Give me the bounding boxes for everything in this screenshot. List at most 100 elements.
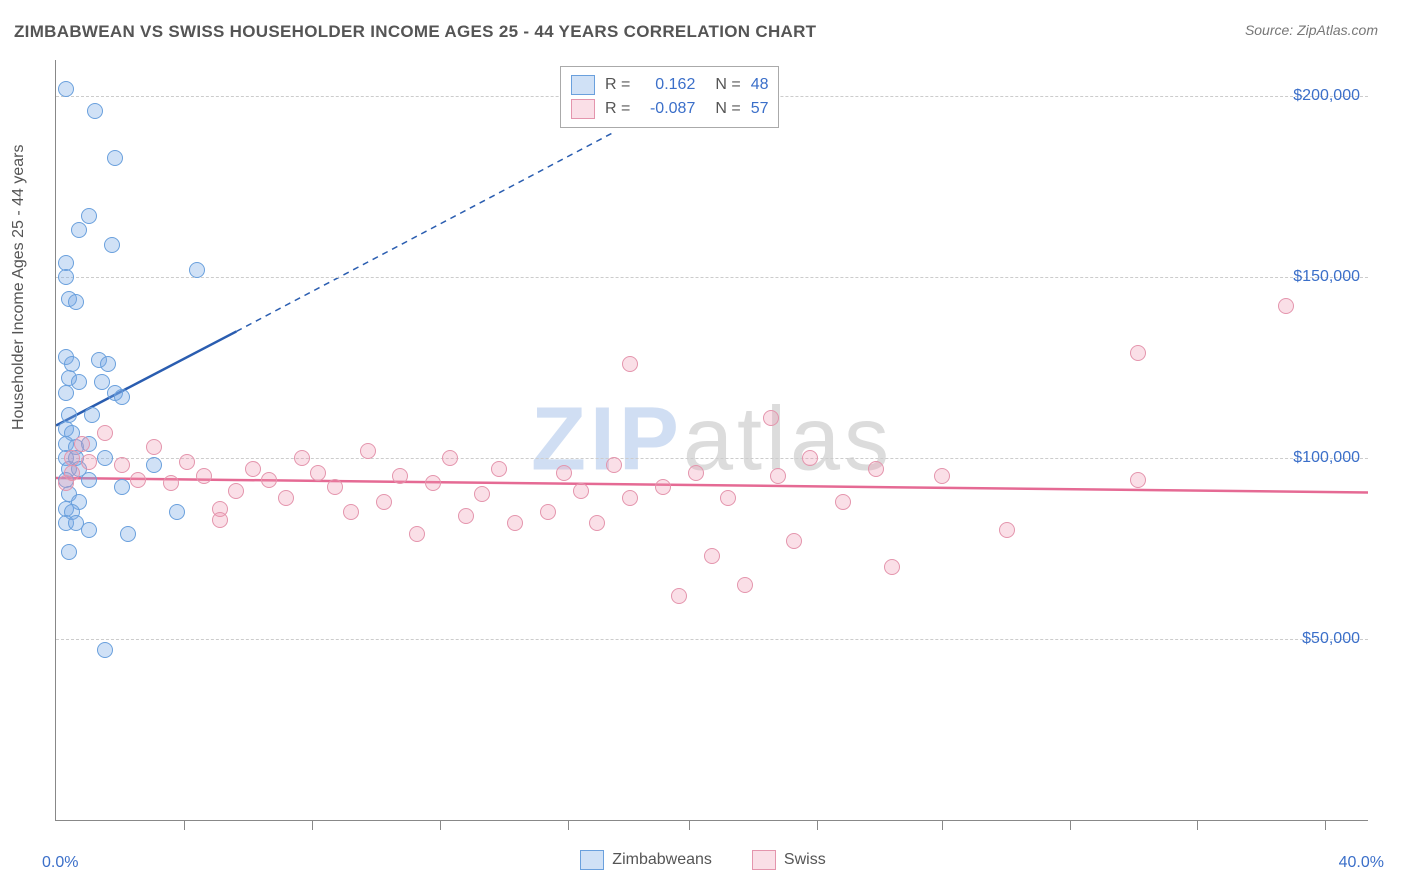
data-point	[392, 468, 408, 484]
data-point	[61, 407, 77, 423]
data-point	[100, 356, 116, 372]
data-point	[58, 81, 74, 97]
bottom-legend-label: Swiss	[784, 851, 826, 869]
gridline	[56, 277, 1368, 278]
data-point	[81, 472, 97, 488]
data-point	[114, 479, 130, 495]
x-axis-max-label: 40.0%	[1339, 854, 1384, 872]
data-point	[71, 222, 87, 238]
data-point	[245, 461, 261, 477]
data-point	[58, 385, 74, 401]
data-point	[376, 494, 392, 510]
data-point	[169, 504, 185, 520]
data-point	[622, 490, 638, 506]
data-point	[68, 294, 84, 310]
x-tick	[440, 820, 441, 830]
data-point	[507, 515, 523, 531]
data-point	[196, 468, 212, 484]
legend-swatch	[571, 99, 595, 119]
data-point	[114, 389, 130, 405]
data-point	[655, 479, 671, 495]
data-point	[81, 208, 97, 224]
data-point	[212, 512, 228, 528]
data-point	[786, 533, 802, 549]
data-point	[104, 237, 120, 253]
data-point	[97, 450, 113, 466]
data-point	[835, 494, 851, 510]
plot-area: ZIPatlas $50,000$100,000$150,000$200,000	[55, 60, 1368, 821]
y-axis-title: Householder Income Ages 25 - 44 years	[10, 145, 28, 431]
x-tick	[1197, 820, 1198, 830]
data-point	[770, 468, 786, 484]
data-point	[589, 515, 605, 531]
gridline	[56, 639, 1368, 640]
legend-row: R =0.162N =48	[571, 73, 768, 97]
x-tick	[1070, 820, 1071, 830]
legend-n-value: 57	[751, 100, 769, 118]
data-point	[58, 475, 74, 491]
data-point	[327, 479, 343, 495]
data-point	[81, 522, 97, 538]
data-point	[688, 465, 704, 481]
data-point	[409, 526, 425, 542]
y-tick-label: $100,000	[1293, 449, 1360, 467]
data-point	[97, 642, 113, 658]
data-point	[573, 483, 589, 499]
y-tick-label: $200,000	[1293, 87, 1360, 105]
data-point	[474, 486, 490, 502]
data-point	[934, 468, 950, 484]
data-point	[130, 472, 146, 488]
data-point	[622, 356, 638, 372]
data-point	[425, 475, 441, 491]
data-point	[146, 439, 162, 455]
data-point	[81, 454, 97, 470]
data-point	[84, 407, 100, 423]
gridline	[56, 458, 1368, 459]
data-point	[189, 262, 205, 278]
legend-n-prefix: N =	[715, 100, 740, 118]
data-point	[97, 425, 113, 441]
legend-r-value: -0.087	[640, 100, 695, 118]
data-point	[120, 526, 136, 542]
trend-lines	[56, 60, 1368, 820]
x-axis-min-label: 0.0%	[42, 854, 78, 872]
legend-swatch	[752, 850, 776, 870]
data-point	[1278, 298, 1294, 314]
legend-row: R =-0.087N =57	[571, 97, 768, 121]
data-point	[87, 103, 103, 119]
data-point	[71, 374, 87, 390]
bottom-legend-item: Swiss	[752, 850, 826, 870]
data-point	[442, 450, 458, 466]
data-point	[163, 475, 179, 491]
x-tick	[942, 820, 943, 830]
watermark-zip: ZIP	[531, 390, 683, 490]
data-point	[294, 450, 310, 466]
data-point	[606, 457, 622, 473]
data-point	[491, 461, 507, 477]
legend-swatch	[571, 75, 595, 95]
data-point	[1130, 345, 1146, 361]
data-point	[278, 490, 294, 506]
data-point	[802, 450, 818, 466]
x-tick	[312, 820, 313, 830]
data-point	[556, 465, 572, 481]
data-point	[868, 461, 884, 477]
data-point	[114, 457, 130, 473]
data-point	[64, 450, 80, 466]
data-point	[540, 504, 556, 520]
data-point	[763, 410, 779, 426]
stats-legend: R =0.162N =48R =-0.087N =57	[560, 66, 779, 128]
y-tick-label: $150,000	[1293, 268, 1360, 286]
x-tick	[1325, 820, 1326, 830]
data-point	[107, 150, 123, 166]
data-point	[1130, 472, 1146, 488]
data-point	[146, 457, 162, 473]
data-point	[74, 436, 90, 452]
legend-r-prefix: R =	[605, 76, 630, 94]
data-point	[179, 454, 195, 470]
data-point	[671, 588, 687, 604]
data-point	[343, 504, 359, 520]
legend-r-value: 0.162	[640, 76, 695, 94]
bottom-legend-label: Zimbabweans	[612, 851, 712, 869]
legend-swatch	[580, 850, 604, 870]
